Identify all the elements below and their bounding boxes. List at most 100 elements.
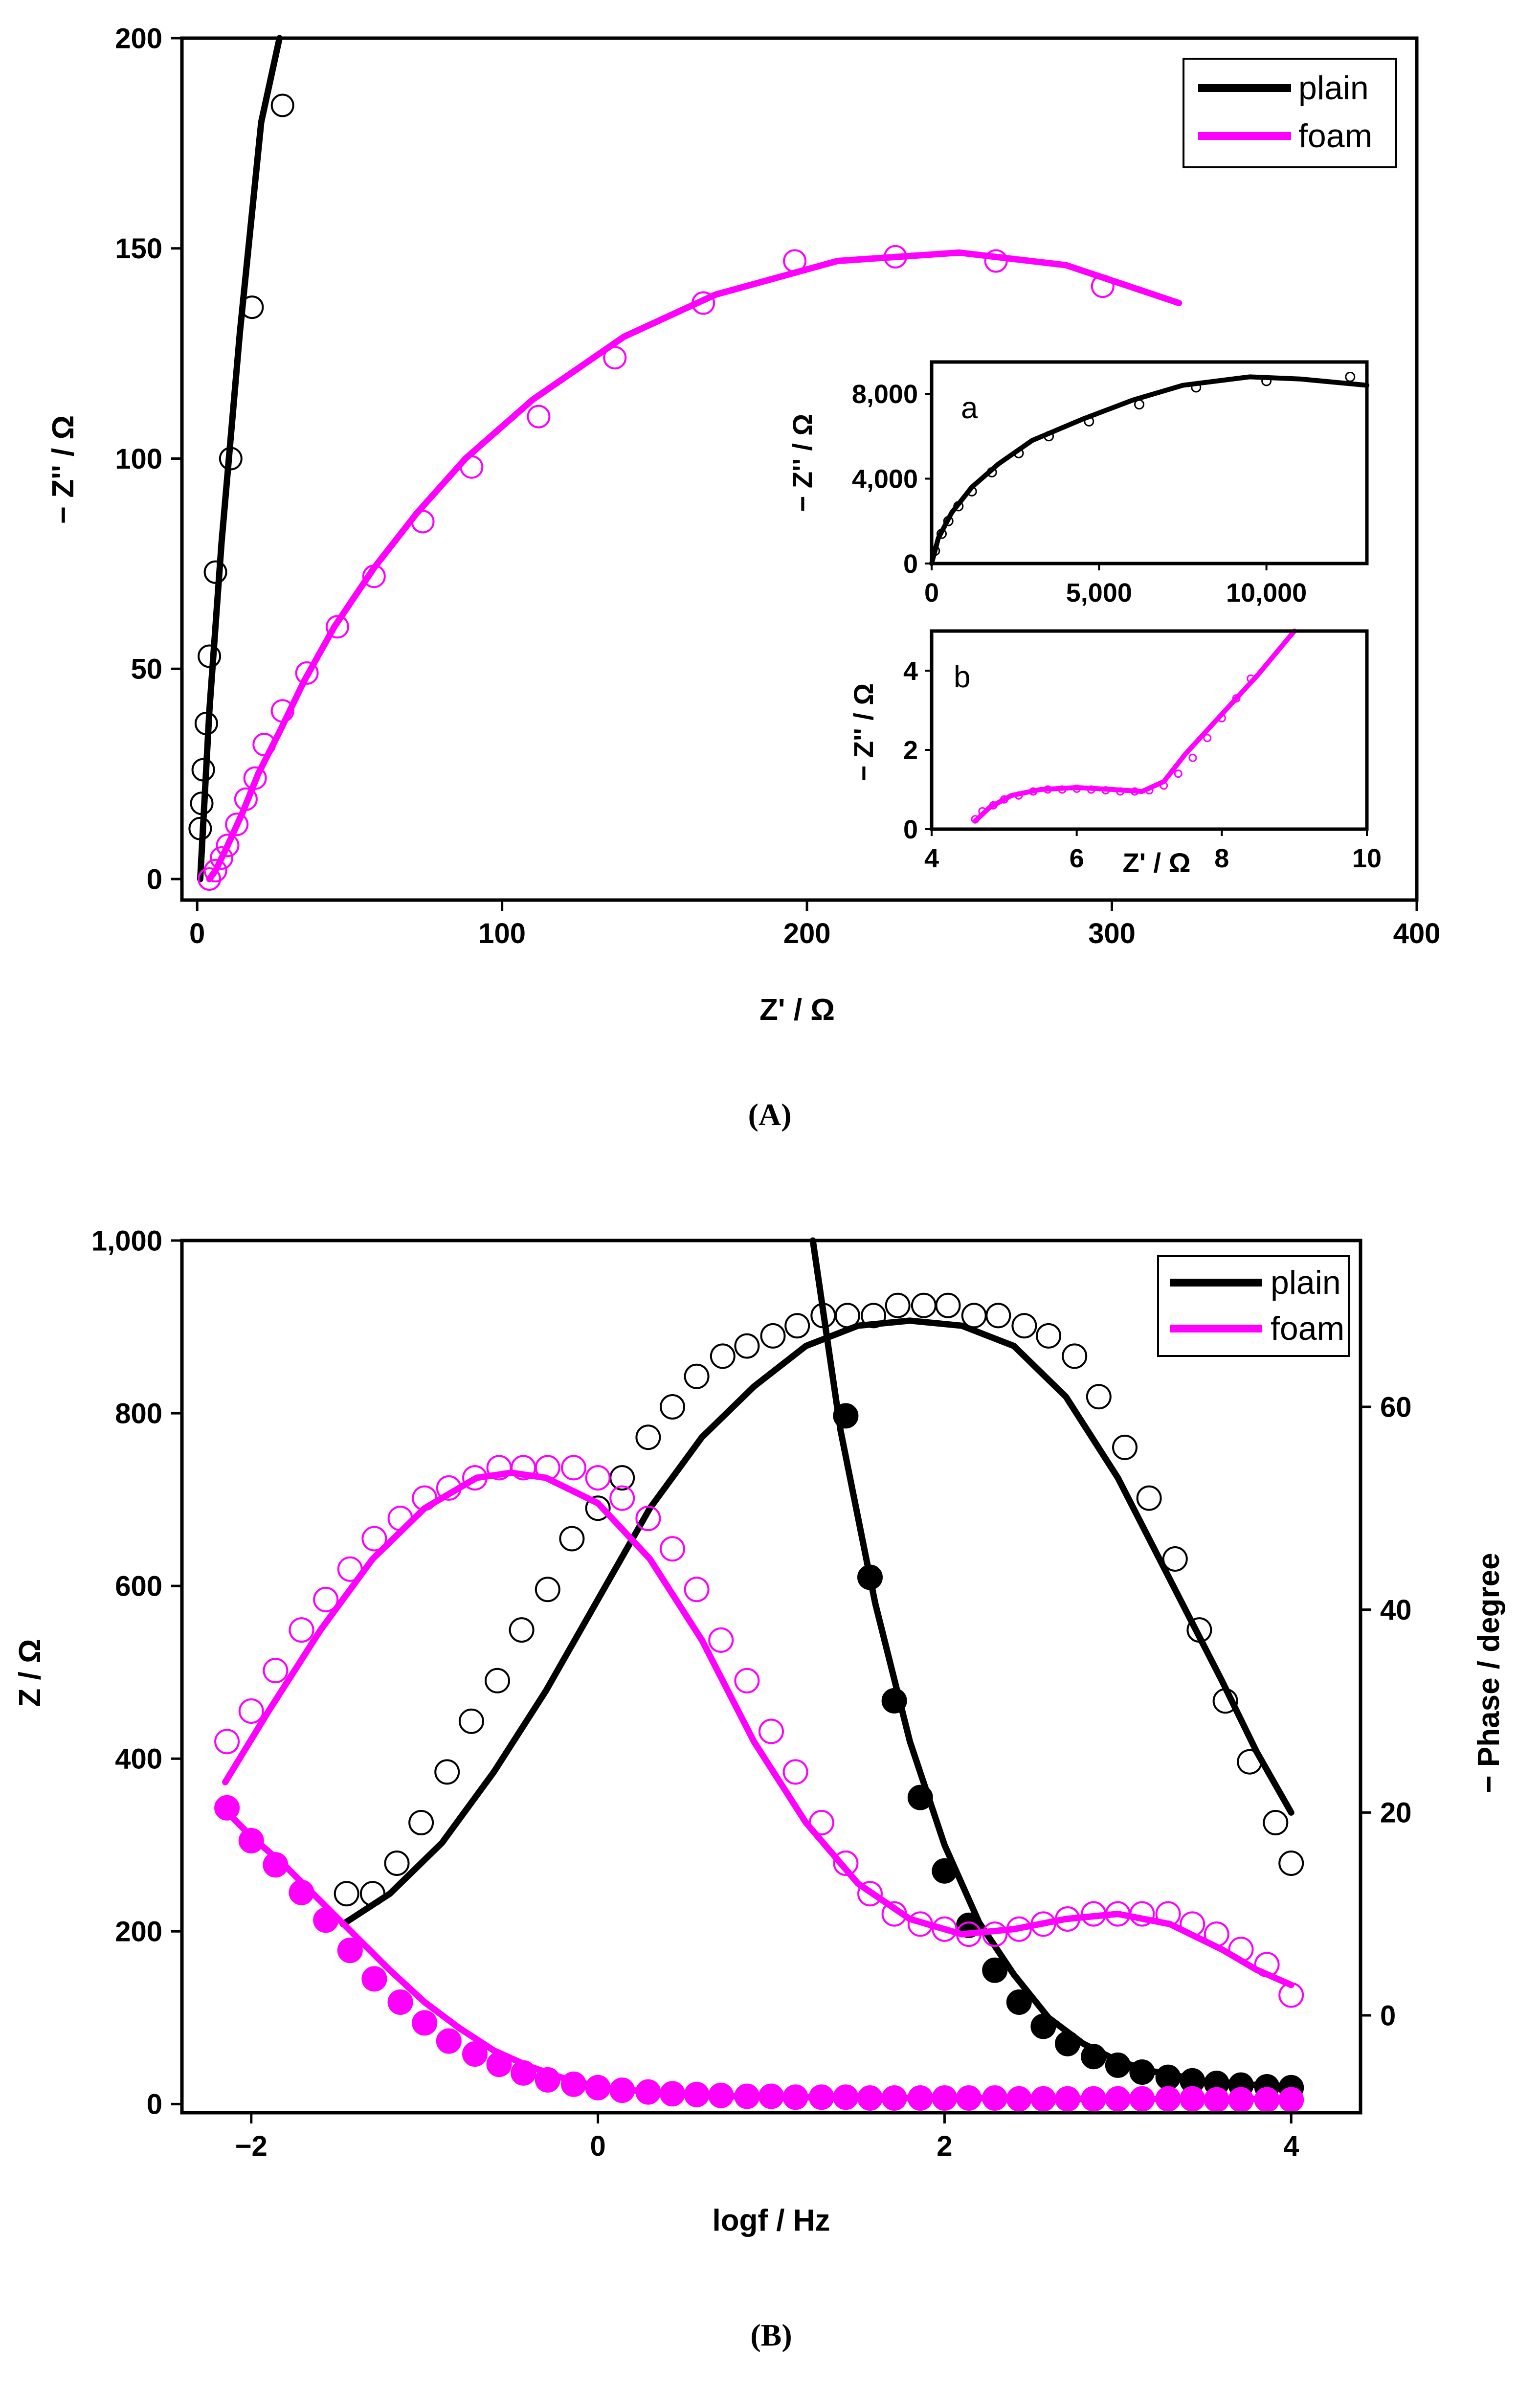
data-point-plain bbox=[1134, 399, 1144, 410]
inset-b-marks bbox=[971, 629, 1297, 824]
data-point-foam bbox=[1006, 1916, 1032, 1942]
data-point-plain bbox=[191, 758, 215, 782]
data-point-foam bbox=[263, 1658, 289, 1684]
inset-a-frame bbox=[930, 360, 1369, 565]
data-point-foam bbox=[1130, 787, 1139, 796]
data-point-foam bbox=[782, 2084, 808, 2110]
data-point-foam bbox=[1232, 694, 1241, 703]
panel-a-y-label: − Z'' / Ω bbox=[46, 415, 80, 524]
data-point-plain bbox=[1086, 1384, 1112, 1410]
data-point-foam bbox=[635, 1506, 661, 1532]
inset-b-ticks: 4 6 8 10 0 2 4 bbox=[903, 656, 1382, 873]
data-point-foam bbox=[684, 2081, 710, 2107]
data-point-foam bbox=[361, 1526, 387, 1552]
x-tick-label: 4 bbox=[924, 844, 939, 873]
data-point-foam bbox=[1247, 674, 1255, 683]
data-point-plain bbox=[334, 1881, 359, 1907]
y-tick-label: 0 bbox=[903, 815, 918, 844]
data-point-plain bbox=[194, 712, 218, 735]
data-point-foam bbox=[1155, 1901, 1181, 1927]
data-point-plain bbox=[434, 1759, 460, 1785]
data-point-foam bbox=[734, 1668, 760, 1693]
legend-foam-label: foam bbox=[1298, 117, 1372, 155]
data-point-plain bbox=[1036, 1323, 1062, 1349]
data-point-foam bbox=[387, 1506, 413, 1532]
x-tick-label: 300 bbox=[1088, 918, 1136, 949]
data-point-foam bbox=[412, 1485, 438, 1511]
fit-line-foam bbox=[222, 1469, 1294, 1988]
panel-b-frame bbox=[180, 1239, 1362, 2115]
data-point-foam bbox=[684, 1577, 710, 1603]
data-point-foam bbox=[1055, 1906, 1080, 1932]
data-point-foam bbox=[603, 346, 627, 370]
data-point-plain bbox=[885, 1292, 911, 1318]
y-tick-label: 4 bbox=[903, 656, 918, 686]
data-point-foam bbox=[1043, 785, 1052, 794]
data-point-foam bbox=[783, 249, 807, 273]
data-point-foam bbox=[635, 2079, 661, 2105]
y2-tick-label: 60 bbox=[1380, 1391, 1412, 1423]
inset-a-marks bbox=[929, 371, 1369, 566]
panel-b-y2-label: − Phase / degree bbox=[1472, 1553, 1506, 1793]
fit-line-plain bbox=[197, 35, 283, 882]
x-tick-label: 8 bbox=[1214, 844, 1229, 873]
data-point-foam bbox=[759, 1718, 784, 1744]
data-point-foam bbox=[1174, 769, 1183, 778]
data-point-foam bbox=[295, 661, 319, 685]
inset-a-ticks: 0 5,000 10,000 0 4,000 8,000 bbox=[852, 380, 1307, 608]
data-point-foam bbox=[907, 1911, 933, 1937]
data-point-plain bbox=[198, 644, 222, 668]
data-point-plain bbox=[359, 1881, 385, 1907]
data-point-plain bbox=[857, 1564, 883, 1590]
data-point-foam bbox=[808, 1810, 834, 1835]
data-point-plain bbox=[1062, 1343, 1088, 1369]
data-point-foam bbox=[932, 1916, 958, 1942]
data-point-foam bbox=[337, 1556, 363, 1582]
x-tick-label: 200 bbox=[783, 918, 831, 949]
data-point-foam bbox=[1000, 795, 1008, 804]
data-point-foam bbox=[234, 787, 258, 811]
data-point-foam bbox=[1101, 786, 1110, 795]
y-tick-label: 0 bbox=[147, 2089, 162, 2121]
x-tick-label: 100 bbox=[478, 918, 526, 949]
data-point-foam bbox=[1204, 1921, 1229, 1947]
legend-plain-label: plain bbox=[1298, 69, 1369, 107]
y-tick-label: 100 bbox=[115, 443, 162, 475]
data-point-foam bbox=[1228, 1937, 1254, 1963]
data-point-plain bbox=[684, 1363, 710, 1389]
inset-b-frame bbox=[930, 629, 1369, 831]
data-point-plain bbox=[935, 1292, 961, 1318]
data-point-plain bbox=[1081, 2044, 1107, 2070]
data-point-plain bbox=[1162, 1546, 1188, 1572]
data-point-foam bbox=[252, 733, 276, 756]
y-tick-label: 1,000 bbox=[91, 1225, 162, 1257]
data-point-foam bbox=[1155, 2086, 1181, 2112]
data-point-plain bbox=[943, 516, 954, 526]
data-point-plain bbox=[986, 467, 997, 477]
data-point-foam bbox=[989, 801, 998, 810]
data-point-foam bbox=[857, 1881, 883, 1907]
data-point-foam bbox=[883, 245, 907, 269]
data-point-plain bbox=[1263, 1810, 1289, 1835]
data-point-plain bbox=[985, 1303, 1011, 1329]
data-point-plain bbox=[188, 816, 212, 840]
data-point-plain bbox=[1011, 1313, 1037, 1339]
panel-a-marks bbox=[188, 35, 1183, 891]
data-point-foam bbox=[1030, 2086, 1056, 2112]
data-point-foam bbox=[198, 867, 222, 891]
data-point-foam bbox=[214, 1795, 240, 1821]
x-tick-label: 0 bbox=[189, 918, 205, 949]
data-point-foam bbox=[971, 815, 980, 824]
data-point-foam bbox=[759, 2083, 784, 2109]
data-point-foam bbox=[1006, 2086, 1032, 2112]
data-point-foam bbox=[1180, 2086, 1205, 2112]
data-point-foam bbox=[782, 1759, 808, 1785]
panel-b-x-label: logf / Hz bbox=[712, 2204, 830, 2237]
data-point-foam bbox=[289, 1617, 314, 1643]
data-point-foam bbox=[833, 1851, 859, 1876]
data-point-foam bbox=[1029, 787, 1038, 796]
data-point-foam bbox=[436, 2028, 462, 2054]
